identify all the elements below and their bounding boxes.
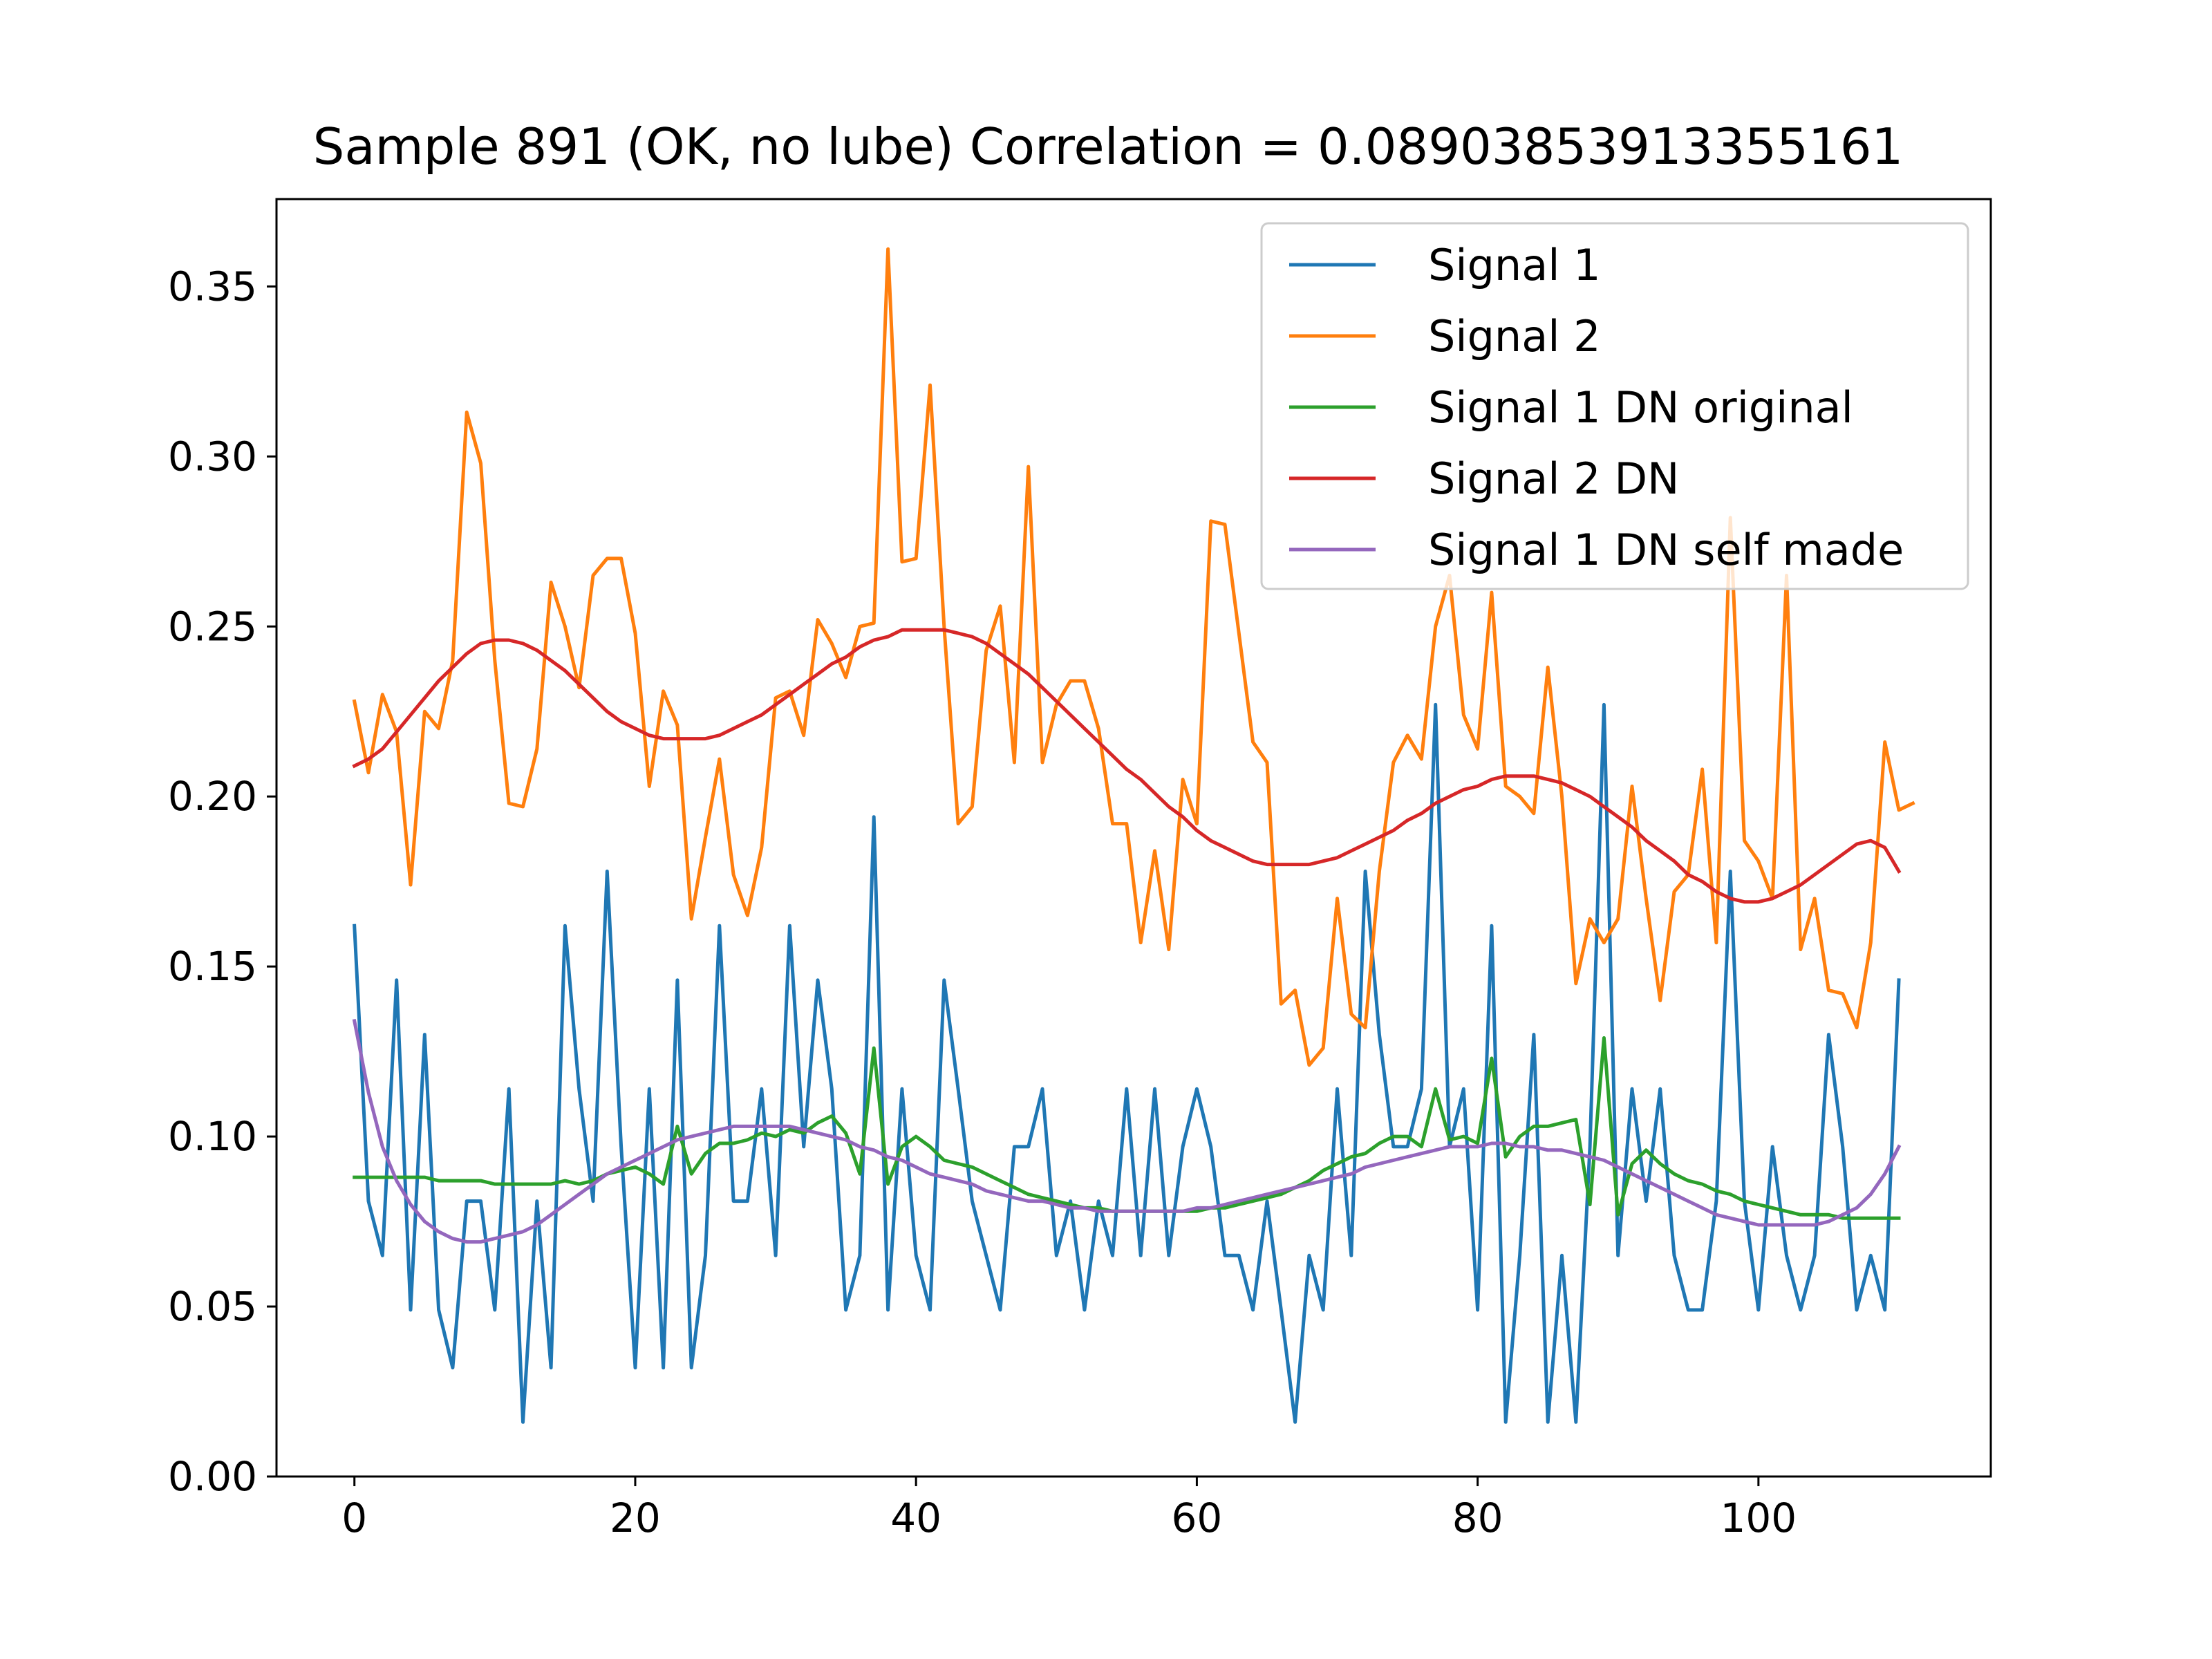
series-line-signal-2 [352, 247, 1915, 1067]
legend-label-signal-1-dn-original: Signal 1 DN original [1428, 382, 1853, 433]
y-tick-label: 0.20 [168, 773, 257, 820]
series-line-signal-2-dn [352, 628, 1902, 904]
x-tick-label: 20 [610, 1494, 661, 1541]
x-tick-label: 40 [890, 1494, 941, 1541]
series-layer [352, 247, 1915, 1424]
y-tick-label: 0.35 [168, 263, 257, 310]
y-tick-label: 0.30 [168, 433, 257, 480]
legend-label-signal-1-dn-self-made: Signal 1 DN self made [1428, 525, 1904, 575]
legend-label-signal-2-dn: Signal 2 DN [1428, 453, 1679, 504]
y-axis: 0.00 0.05 0.10 0.15 0.20 0.25 0.30 0.35 [168, 263, 276, 1500]
x-tick-label: 80 [1452, 1494, 1503, 1541]
legend: Signal 1 Signal 2 Signal 1 DN original Sign… [1260, 222, 1969, 590]
legend-label-signal-1: Signal 1 [1428, 240, 1601, 290]
chart-title: Sample 891 (OK, no lube) Correlation = 0… [313, 118, 1904, 176]
series-line-signal-1 [353, 702, 1901, 1424]
x-tick-label: 100 [1720, 1494, 1797, 1541]
plot-frame [275, 198, 1992, 1478]
y-tick-label: 0.00 [168, 1453, 257, 1500]
y-tick-label: 0.25 [168, 603, 257, 650]
y-tick-label: 0.05 [168, 1283, 257, 1330]
y-tick-label: 0.10 [168, 1113, 257, 1160]
y-tick-label: 0.15 [168, 943, 257, 990]
legend-box [1260, 222, 1969, 590]
series-line-signal-1-dn-self-made [352, 1018, 1902, 1244]
legend-label-signal-2: Signal 2 [1428, 311, 1601, 362]
x-tick-label: 0 [341, 1494, 367, 1541]
x-axis: 0 20 40 60 80 100 [341, 1477, 1797, 1541]
x-tick-label: 60 [1171, 1494, 1222, 1541]
